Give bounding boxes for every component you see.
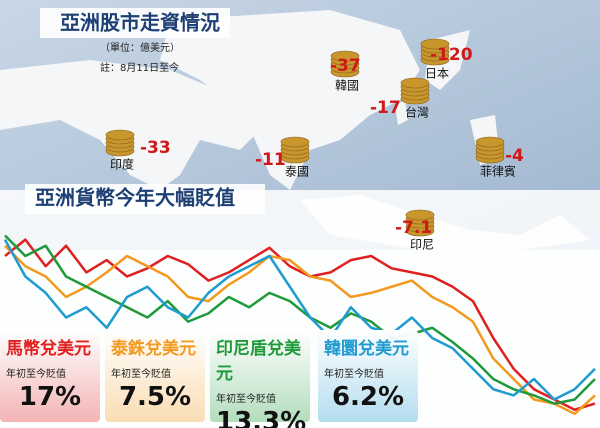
legend-card: 韓圜兌美元年初至今貶值 6.2% xyxy=(318,330,418,422)
country-label: 日本 xyxy=(425,67,449,81)
outflow-value: -120 xyxy=(430,45,473,65)
legend-entry: 馬幣兌美元 xyxy=(6,339,91,359)
outflow-value: -17 xyxy=(370,98,401,118)
title-box xyxy=(40,8,230,38)
country-label: 泰國 xyxy=(285,165,309,179)
currency-line xyxy=(4,244,596,416)
depreciation-value: 13.3% xyxy=(216,407,307,428)
card-caption: 年初至今貶值 xyxy=(216,394,276,405)
country-label: 菲律賓 xyxy=(480,164,516,179)
map-title: 亞洲股市走資情況 xyxy=(60,11,220,35)
currency-line xyxy=(4,238,596,411)
outflow-value: -37 xyxy=(330,56,361,76)
depreciation-value: 17% xyxy=(18,382,82,412)
country-label: 台灣 xyxy=(405,105,429,120)
coin xyxy=(330,50,360,62)
lines xyxy=(3,234,596,416)
map-unit: （單位：億美元） xyxy=(100,41,180,54)
coin xyxy=(420,38,450,50)
card-caption: 年初至今貶值 xyxy=(324,369,384,380)
outflow-value: -7.1 xyxy=(395,218,432,238)
currency-line xyxy=(4,234,596,405)
country-label: 印尼 xyxy=(410,238,434,252)
legend-card: 馬幣兌美元年初至今貶值 17% xyxy=(0,330,100,422)
chart-title: 亞洲貨幣今年大幅貶值 xyxy=(35,186,235,210)
outflow-value: -33 xyxy=(140,138,171,158)
map-note: 註：8月11日至今 xyxy=(100,61,179,74)
coin xyxy=(405,209,435,221)
currency-line xyxy=(3,238,596,401)
coin xyxy=(105,129,135,141)
card-caption: 年初至今貶值 xyxy=(111,369,171,380)
legend-card: 印尼盾兌美元年初至今貶值 13.3% xyxy=(210,330,310,428)
legend-card: 泰銖兌美元年初至今貶值 7.5% xyxy=(105,330,205,422)
depreciation-value: 6.2% xyxy=(331,382,405,412)
coin xyxy=(400,77,430,89)
country-label: 韓國 xyxy=(335,79,359,93)
map-land xyxy=(395,100,408,125)
legend-entry: 韓圜兌美元 xyxy=(324,339,409,359)
legend-entry: 泰銖兌美元 xyxy=(111,339,196,359)
title-box xyxy=(25,184,265,214)
legend-entry: 印尼盾兌美元 xyxy=(216,339,301,384)
outflow-value: -4 xyxy=(505,146,524,166)
coin xyxy=(280,136,310,148)
card-caption: 年初至今貶值 xyxy=(6,369,66,380)
depreciation-value: 7.5% xyxy=(118,382,192,412)
map-land xyxy=(0,60,260,190)
outflow-value: -11 xyxy=(255,150,286,170)
coin xyxy=(475,136,505,148)
map-markers: 印度 -33 泰國-11 韓國 -37 日本 -120 台灣 -17 菲律賓-4 印尼-7.1 xyxy=(105,38,524,252)
country-label: 印度 xyxy=(110,157,134,172)
